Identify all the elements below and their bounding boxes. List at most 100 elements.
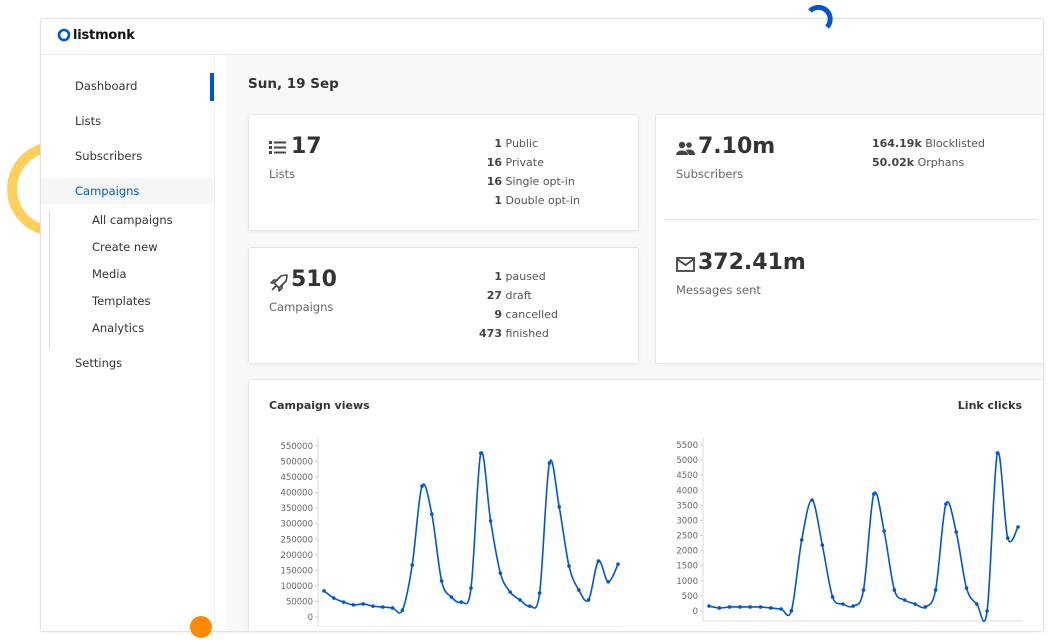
messages-count: 372.41m — [698, 250, 806, 275]
point — [1016, 525, 1020, 529]
nav-item[interactable]: Settings — [41, 350, 214, 376]
breakdown-label: Single opt-in — [505, 175, 575, 188]
subscribers-card: 7.10m Subscribers 164.19k Blocklisted 50.… — [655, 114, 1043, 364]
breakdown-row: 1 paused — [469, 267, 558, 286]
breakdown-label: cancelled — [505, 308, 558, 321]
nav-item[interactable]: All campaigns — [41, 207, 214, 233]
point — [985, 609, 989, 613]
y-tick-label: 1500 — [676, 562, 698, 572]
lists-label: Lists — [269, 167, 296, 181]
point — [420, 484, 424, 488]
nav-item[interactable]: Create new — [41, 234, 214, 260]
point — [872, 492, 876, 496]
breakdown: 1 Public 16 Private 16 Single opt-in 1 Doub… — [469, 134, 580, 210]
breakdown-count: 1 — [494, 137, 502, 150]
y-tick-label: 3500 — [676, 501, 698, 511]
decor-arc-blue — [808, 4, 833, 29]
y-tick-label: 550000 — [281, 442, 313, 452]
breakdown-count: 1 — [494, 270, 502, 283]
point — [528, 604, 532, 608]
nav-label: Templates — [92, 294, 151, 308]
breakdown-count: 164.19k — [872, 137, 922, 150]
y-tick-label: 4000 — [676, 486, 698, 496]
submenu-rule — [49, 211, 50, 349]
point — [586, 598, 591, 602]
breakdown-label: finished — [505, 327, 549, 340]
breakdown-count: 16 — [486, 156, 502, 169]
icon — [270, 274, 288, 292]
lists-count: 17 — [291, 134, 322, 159]
point — [469, 586, 473, 590]
point — [748, 605, 752, 609]
y-tick-label: 0 — [308, 613, 313, 623]
campaigns-card: 510 Campaigns 1 paused 27 draft 9 cancelle… — [248, 247, 639, 364]
lists-card: 17 Lists 1 Public 16 Private 16 Single opt… — [248, 114, 639, 231]
y-tick-label: 500000 — [281, 458, 313, 468]
point — [851, 604, 855, 608]
y-tick-label: 5500 — [676, 441, 698, 451]
point — [361, 602, 365, 606]
nav-label: Subscribers — [75, 149, 143, 163]
nav-item[interactable]: Templates — [41, 288, 214, 314]
breakdown-label: Orphans — [917, 156, 965, 169]
line — [708, 451, 1019, 622]
breakdown-row: 27 draft — [469, 286, 558, 305]
breakdown-row: 16 Private — [469, 153, 580, 172]
breakdown-label: draft — [505, 289, 532, 302]
point — [841, 602, 845, 606]
nav-item[interactable]: Dashboard — [41, 73, 214, 99]
point — [567, 564, 571, 568]
breakdown-label: Public — [505, 137, 539, 150]
breakdown-count: 1 — [494, 194, 502, 207]
subscribers-label: Subscribers — [676, 167, 744, 181]
subscribers-count: 7.10m — [698, 134, 776, 159]
point — [810, 498, 814, 502]
point — [738, 605, 742, 609]
point — [606, 580, 610, 584]
point — [727, 605, 732, 609]
point — [616, 562, 620, 566]
point — [508, 590, 512, 594]
app-window: listmonk Dashboard Lists Subscribers Campai… — [40, 18, 1044, 632]
breakdown-label: Blocklisted — [925, 137, 985, 150]
y-tick-label: 1000 — [676, 577, 698, 587]
nav-item[interactable]: Media — [41, 261, 214, 287]
point — [964, 586, 969, 590]
icon — [269, 141, 286, 154]
point — [995, 451, 1000, 455]
point — [381, 605, 385, 609]
point — [758, 605, 763, 609]
point — [954, 530, 958, 534]
brand[interactable]: listmonk — [73, 28, 135, 43]
point — [933, 588, 938, 592]
campaigns-count: 510 — [291, 267, 337, 292]
breakdown-row: 16 Single opt-in — [469, 172, 580, 191]
breakdown-label: Private — [505, 156, 544, 169]
point — [882, 529, 886, 533]
chart-title: Campaign views — [269, 399, 370, 412]
point — [1005, 536, 1010, 540]
y-tick-label: 5000 — [676, 456, 698, 466]
point — [479, 451, 483, 455]
point — [518, 598, 522, 602]
breakdown-count: 473 — [479, 327, 502, 340]
y-tick-label: 100000 — [281, 582, 313, 592]
point — [459, 600, 463, 604]
breakdown: 1 paused 27 draft 9 cancelled 473 finished — [469, 267, 558, 343]
nav-item[interactable]: Analytics — [41, 315, 214, 341]
point — [449, 595, 454, 599]
y-tick-label: 150000 — [281, 566, 313, 576]
point — [371, 604, 375, 608]
charts-card — [248, 379, 1043, 631]
nav-item[interactable]: Lists — [41, 108, 214, 134]
nav-item[interactable]: Subscribers — [41, 143, 214, 169]
point — [488, 519, 493, 523]
point — [351, 603, 356, 607]
nav-label: Media — [92, 267, 127, 281]
y-tick-label: 500 — [682, 592, 698, 602]
messages-label: Messages sent — [676, 283, 761, 297]
decor-dot-orange — [190, 616, 212, 638]
nav-item[interactable]: Campaigns — [41, 178, 214, 204]
chart-title: Link clicks — [958, 399, 1023, 412]
point — [537, 591, 542, 595]
